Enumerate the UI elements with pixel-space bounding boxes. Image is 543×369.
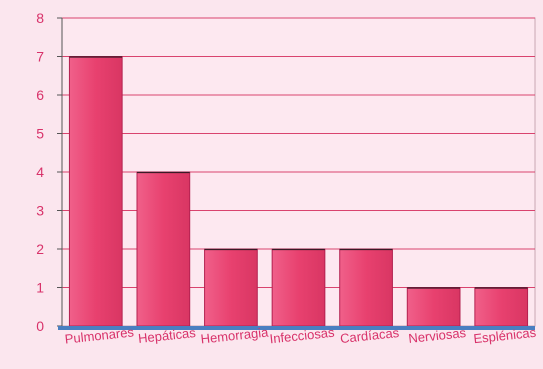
bar-nerviosas	[407, 288, 460, 327]
y-tick-label: 2	[36, 241, 44, 257]
bar-pulmonares	[69, 57, 122, 327]
bar-hemorragia	[205, 249, 258, 326]
y-tick-label: 7	[36, 49, 44, 65]
bar-hepáticas	[137, 172, 190, 326]
y-tick-label: 3	[36, 203, 44, 219]
y-tick-label: 5	[36, 126, 44, 142]
y-tick-label: 4	[36, 164, 44, 180]
y-tick-label: 0	[36, 318, 44, 334]
bar-cardíacas	[340, 249, 393, 326]
bar-infecciosas	[272, 249, 325, 326]
y-tick-label: 6	[36, 87, 44, 103]
y-tick-label: 8	[36, 10, 44, 26]
y-tick-label: 1	[36, 280, 44, 296]
bar-esplénicas	[475, 288, 528, 327]
